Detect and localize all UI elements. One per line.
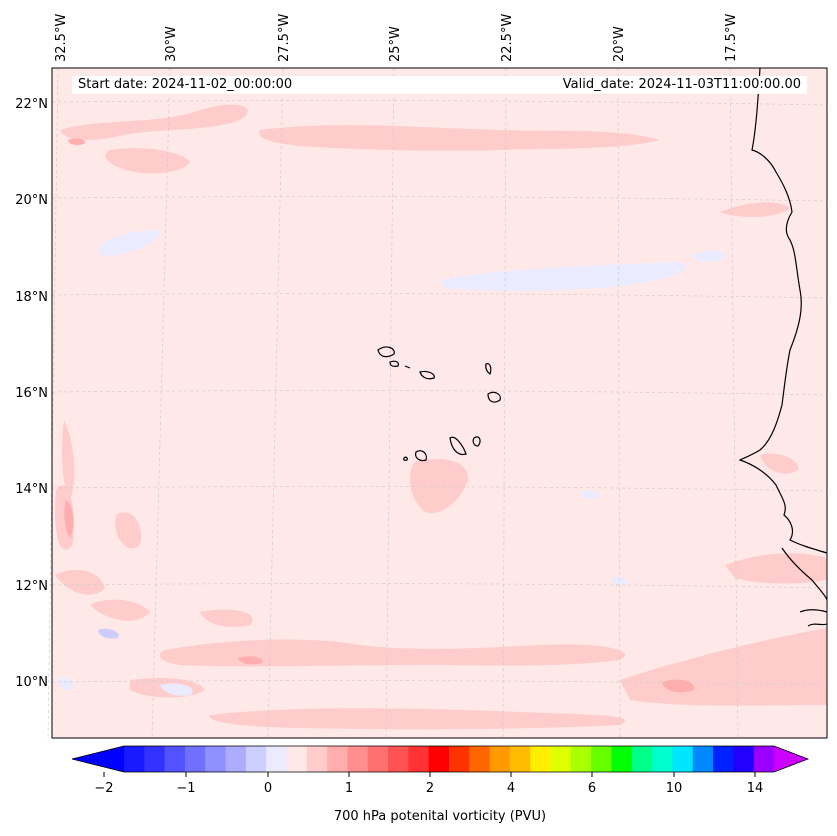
lat-label: 18°N bbox=[15, 290, 48, 305]
colorbar-over-arrow bbox=[774, 746, 808, 772]
start-date-label: Start date: 2024-11-02_00:00:00 bbox=[78, 77, 293, 92]
pv-contours-negative-strong bbox=[98, 628, 119, 639]
colorbar-segment bbox=[530, 746, 552, 772]
colorbar bbox=[71, 745, 810, 777]
colorbar-segment bbox=[245, 746, 267, 772]
colorbar-segment bbox=[327, 746, 348, 772]
lon-label: 17.5°W bbox=[724, 13, 739, 62]
colorbar-segment bbox=[733, 746, 755, 772]
colorbar-segment bbox=[550, 746, 572, 772]
lat-label: 22°N bbox=[15, 97, 48, 112]
colorbar-tick: 1 bbox=[344, 781, 354, 796]
colorbar-segment bbox=[306, 746, 328, 772]
colorbar-tick: 4 bbox=[506, 781, 516, 796]
colorbar-segment bbox=[428, 746, 450, 772]
colorbar-segment bbox=[713, 746, 734, 772]
colorbar-segment bbox=[611, 746, 633, 772]
pv-contours-negative bbox=[58, 230, 726, 696]
colorbar-segment bbox=[286, 746, 308, 772]
colorbar-tick: −2 bbox=[94, 781, 114, 796]
colorbar-tick: 6 bbox=[587, 781, 597, 796]
map-frame bbox=[51, 67, 828, 739]
lat-label: 10°N bbox=[15, 675, 48, 690]
colorbar-tick: 0 bbox=[263, 781, 273, 796]
colorbar-segment bbox=[205, 746, 227, 772]
colorbar-segment bbox=[408, 746, 430, 772]
lat-label: 20°N bbox=[15, 193, 48, 208]
lon-label: 25°W bbox=[388, 26, 403, 62]
colorbar-segment bbox=[225, 746, 247, 772]
colorbar-segment bbox=[184, 746, 206, 772]
colorbar-segment bbox=[489, 746, 511, 772]
map-background bbox=[52, 68, 827, 738]
colorbar-segment bbox=[570, 746, 592, 772]
colorbar-outline bbox=[71, 745, 810, 773]
coastlines bbox=[377, 67, 828, 627]
colorbar-under-arrow bbox=[72, 746, 124, 772]
colorbar-segment bbox=[591, 746, 612, 772]
colorbar-segment bbox=[509, 746, 531, 772]
colorbar-segment bbox=[672, 746, 694, 772]
colorbar-tick: 10 bbox=[665, 781, 683, 796]
colorbar-segment bbox=[631, 746, 653, 772]
colorbar-segment bbox=[367, 746, 389, 772]
lon-label: 22.5°W bbox=[500, 13, 515, 62]
colorbar-tick: 14 bbox=[746, 781, 764, 796]
colorbar-label: 700 hPa potenital vorticity (PVU) bbox=[333, 809, 547, 824]
lon-label: 32.5°W bbox=[54, 13, 69, 62]
graticule bbox=[47, 67, 828, 739]
lat-label: 16°N bbox=[15, 386, 48, 401]
date-info-box: Start date: 2024-11-02_00:00:00 Valid_da… bbox=[72, 76, 807, 94]
colorbar-tick: −1 bbox=[176, 781, 196, 796]
lon-label: 30°W bbox=[164, 26, 179, 62]
colorbar-segment bbox=[164, 746, 186, 772]
lat-label: 14°N bbox=[15, 482, 48, 497]
colorbar-segment bbox=[347, 746, 369, 772]
colorbar-segment bbox=[266, 746, 287, 772]
colorbar-segment bbox=[124, 746, 145, 772]
lon-label: 20°W bbox=[612, 26, 627, 62]
colorbar-segment bbox=[388, 746, 409, 772]
colorbar-segment bbox=[144, 746, 166, 772]
lat-label: 12°N bbox=[15, 579, 48, 594]
colorbar-segment bbox=[652, 746, 673, 772]
valid-date-label: Valid_date: 2024-11-03T11:00:00.00 bbox=[562, 77, 801, 92]
colorbar-segment bbox=[753, 746, 775, 772]
lon-label: 27.5°W bbox=[277, 13, 292, 62]
colorbar-segment bbox=[469, 746, 491, 772]
colorbar-segment bbox=[692, 746, 714, 772]
colorbar-segment bbox=[449, 746, 470, 772]
colorbar-tick: 2 bbox=[425, 781, 435, 796]
